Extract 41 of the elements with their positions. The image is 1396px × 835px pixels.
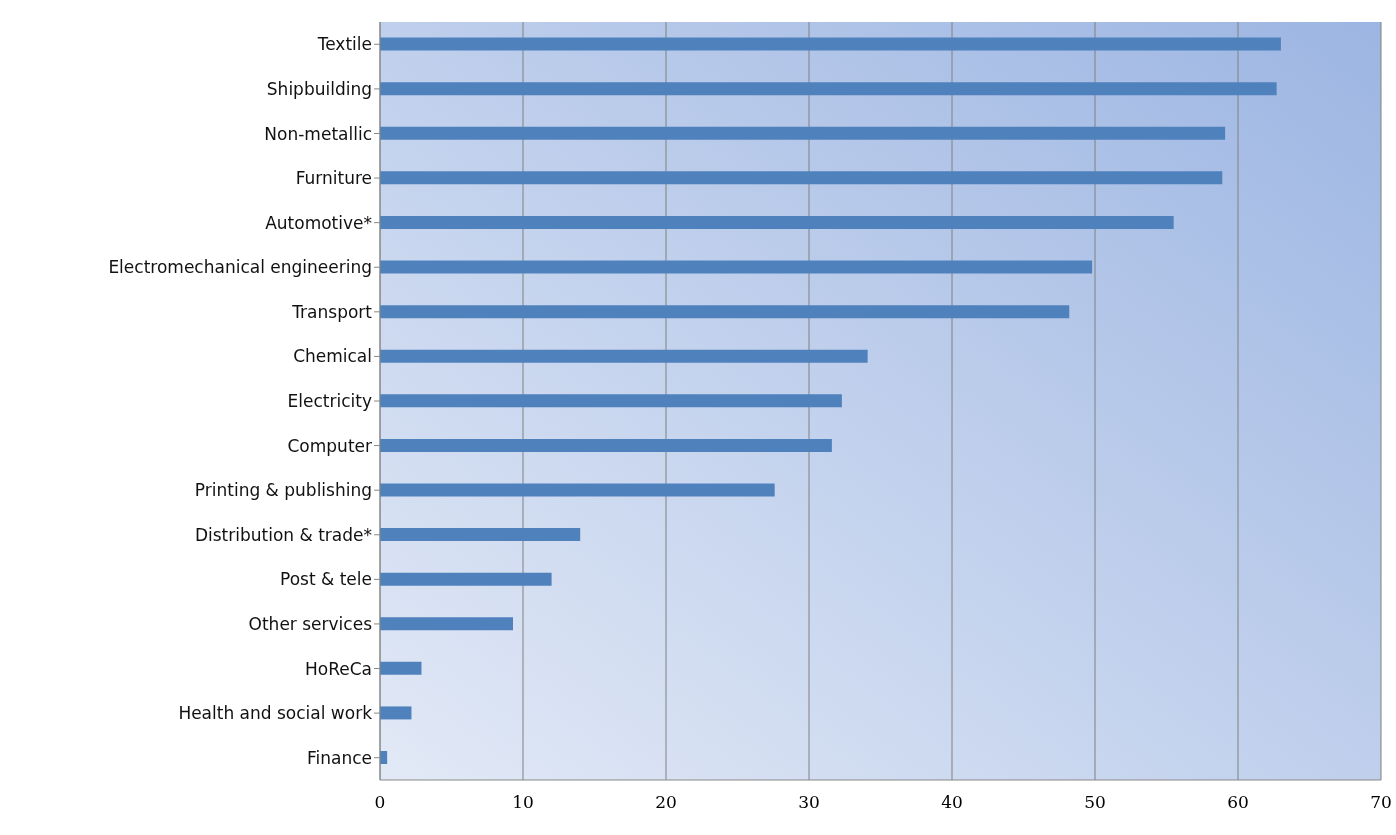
y-tick-label: Other services — [248, 613, 373, 634]
x-tick-label: 0 — [374, 792, 386, 813]
y-tick-label: Health and social work — [178, 703, 373, 724]
bar — [380, 438, 832, 452]
x-tick-label: 30 — [798, 792, 820, 813]
y-tick-label: Electricity — [287, 391, 372, 412]
y-tick-label: Transport — [291, 301, 373, 322]
x-tick-label: 60 — [1227, 792, 1249, 813]
bar — [380, 394, 842, 408]
bar — [380, 171, 1223, 185]
bar — [380, 349, 868, 363]
y-tick-label: Post & tele — [280, 569, 372, 590]
y-tick-label: HoReCa — [305, 658, 372, 679]
y-tick-label: Non-metallic — [264, 123, 372, 144]
bar — [380, 617, 513, 631]
x-tick-label: 50 — [1084, 792, 1106, 813]
bar — [380, 528, 581, 542]
y-tick-label: Electromechanical engineering — [108, 257, 372, 278]
y-tick-label: Textile — [316, 34, 372, 55]
bar — [380, 706, 412, 720]
bar — [380, 260, 1093, 274]
bar — [380, 37, 1281, 51]
x-tick-label: 20 — [655, 792, 677, 813]
bar — [380, 126, 1226, 140]
bar — [380, 215, 1174, 229]
y-tick-label: Automotive* — [265, 212, 372, 233]
x-tick-label: 10 — [512, 792, 534, 813]
y-tick-label: Chemical — [293, 346, 372, 367]
x-tick-label: 40 — [941, 792, 963, 813]
y-tick-label: Shipbuilding — [266, 78, 372, 99]
x-tick-label: 70 — [1370, 792, 1392, 813]
y-tick-label: Distribution & trade* — [194, 524, 372, 545]
y-tick-label: Finance — [306, 747, 372, 768]
bar — [380, 661, 422, 675]
y-tick-label: Printing & publishing — [194, 480, 372, 501]
y-tick-label: Computer — [287, 435, 373, 456]
bar — [380, 572, 552, 586]
bar — [380, 483, 775, 497]
y-tick-label: Furniture — [295, 168, 372, 189]
bar — [380, 305, 1070, 319]
bar — [380, 82, 1277, 96]
